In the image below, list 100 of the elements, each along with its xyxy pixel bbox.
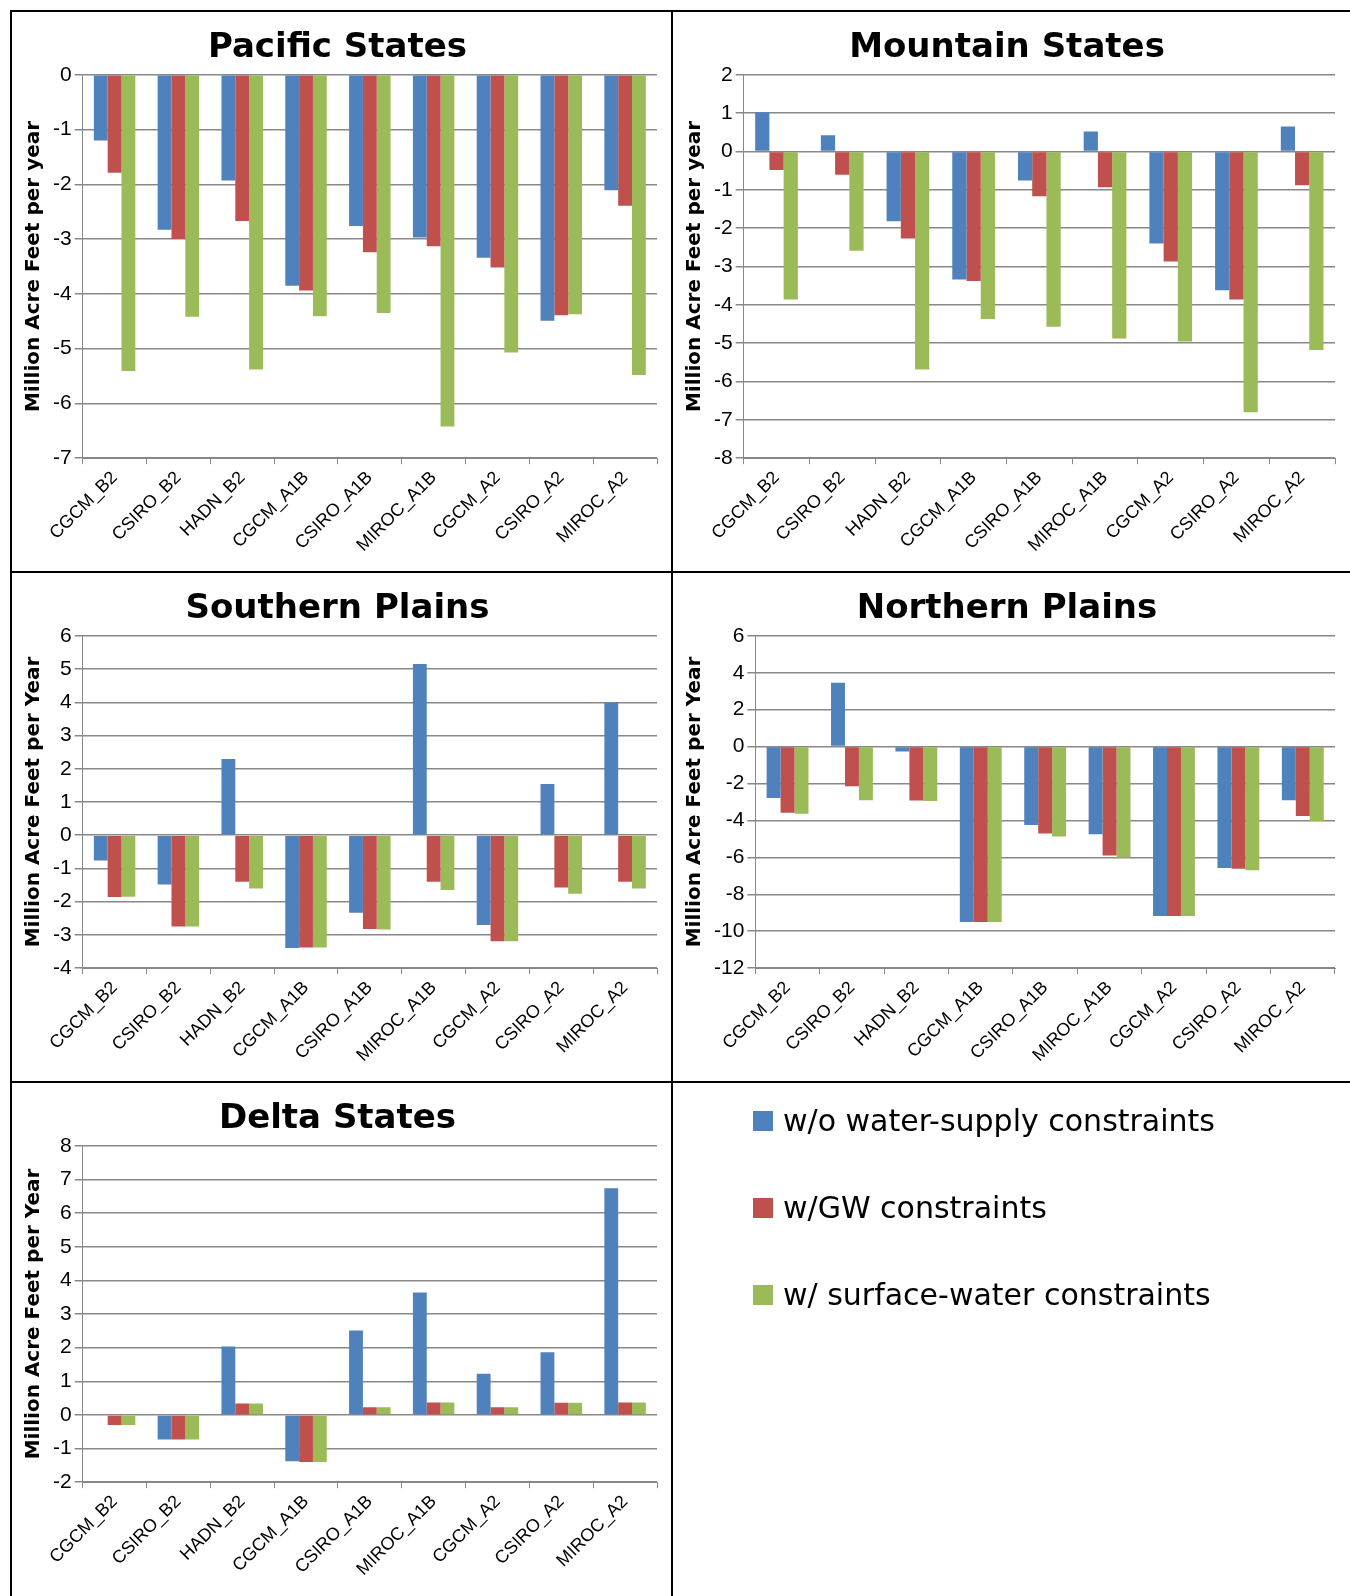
- legend-label: w/GW constraints: [783, 1190, 1047, 1225]
- chart-title: Pacific States: [207, 25, 468, 66]
- y-tick-label: -2: [52, 171, 72, 195]
- y-tick-label: -5: [52, 335, 72, 359]
- legend-label: w/ surface-water constraints: [783, 1277, 1211, 1312]
- y-tick-label: -3: [52, 225, 72, 249]
- bar: [285, 835, 300, 948]
- bar: [221, 759, 236, 835]
- bar: [426, 835, 441, 882]
- y-tick-label: -4: [52, 954, 72, 978]
- y-tick-label: 0: [59, 61, 72, 85]
- y-axis-title: Million Acre Feet per Year: [20, 656, 45, 948]
- y-tick-label: -4: [713, 291, 733, 315]
- y-tick-label: -2: [52, 888, 72, 912]
- y-tick-label: 1: [720, 99, 733, 123]
- bar: [504, 1407, 519, 1415]
- bar: [980, 152, 995, 320]
- y-tick-label: 5: [59, 655, 72, 679]
- y-tick-label: 3: [59, 1300, 72, 1324]
- y-tick-label: -6: [713, 368, 733, 392]
- bar: [171, 835, 186, 927]
- y-tick-label: 2: [59, 1334, 72, 1358]
- bar: [157, 835, 172, 885]
- y-tick-label: -12: [713, 954, 745, 978]
- bar: [886, 152, 901, 222]
- bar: [235, 1403, 250, 1415]
- y-tick-label: -7: [713, 406, 733, 430]
- bar: [900, 152, 916, 239]
- bar: [568, 835, 583, 894]
- y-axis-title: Million Acre Feet per year: [20, 120, 45, 413]
- bar: [1032, 152, 1047, 197]
- bar: [540, 784, 555, 835]
- bar: [618, 1402, 633, 1415]
- bar: [554, 1402, 569, 1415]
- bar: [915, 152, 930, 370]
- bar: [93, 835, 108, 861]
- y-tick-label: -10: [713, 918, 745, 942]
- y-tick-label: 3: [59, 722, 72, 746]
- bar: [440, 1402, 455, 1415]
- bar: [540, 1352, 555, 1415]
- bar: [221, 1346, 236, 1415]
- chart-title: Mountain States: [849, 25, 1165, 66]
- y-tick-label: -1: [52, 855, 72, 879]
- bar: [107, 1415, 122, 1425]
- y-tick-label: -1: [713, 176, 733, 200]
- bar: [285, 1415, 300, 1462]
- y-tick-label: -6: [52, 390, 72, 414]
- bar: [362, 1407, 377, 1415]
- bar: [783, 152, 798, 300]
- bar: [1046, 152, 1061, 327]
- y-tick-label: 6: [59, 1199, 72, 1223]
- bar: [157, 1415, 172, 1440]
- bar: [1309, 152, 1324, 351]
- bar: [121, 835, 136, 897]
- bar: [1280, 126, 1296, 151]
- bar: [185, 835, 200, 927]
- y-tick-label: -5: [713, 329, 733, 353]
- bar: [476, 1373, 491, 1415]
- y-tick-label: -1: [52, 116, 72, 140]
- y-tick-label: -8: [713, 444, 733, 468]
- bar: [440, 835, 455, 891]
- y-axis-title: Million Acre Feet per Year: [20, 1168, 45, 1460]
- y-tick-label: 6: [59, 622, 72, 646]
- y-tick-label: 0: [732, 733, 745, 757]
- y-tick-label: -2: [52, 1468, 72, 1492]
- bar: [604, 1188, 619, 1415]
- bar: [235, 835, 250, 882]
- y-tick-label: -8: [725, 881, 745, 905]
- y-tick-label: -2: [713, 214, 733, 238]
- bar: [476, 835, 491, 925]
- y-tick-label: 2: [720, 61, 733, 85]
- bar: [952, 152, 967, 280]
- y-tick-label: -2: [725, 770, 745, 794]
- bar: [121, 1415, 136, 1425]
- y-tick-label: -3: [713, 253, 733, 277]
- bar: [618, 835, 633, 882]
- bar: [299, 1415, 313, 1462]
- y-axis-title: Million Acre Feet per year: [681, 120, 706, 413]
- y-tick-label: 5: [59, 1233, 72, 1257]
- y-tick-label: 2: [59, 755, 72, 779]
- bar: [820, 135, 836, 151]
- bar: [412, 664, 427, 835]
- bar: [1229, 152, 1244, 300]
- bar: [171, 1415, 186, 1440]
- y-tick-label: 2: [732, 696, 745, 720]
- bar: [249, 1403, 263, 1415]
- y-tick-label: -4: [52, 280, 72, 304]
- bar: [1017, 152, 1033, 181]
- y-tick-label: 6: [732, 622, 745, 646]
- bar: [835, 152, 850, 175]
- y-tick-label: 1: [59, 1368, 72, 1392]
- bar: [490, 835, 505, 942]
- bar: [1097, 152, 1113, 188]
- bar: [1177, 152, 1193, 342]
- bar: [299, 835, 313, 948]
- y-tick-label: 1: [59, 788, 72, 812]
- chart-title: Delta States: [218, 1096, 457, 1137]
- bar: [849, 152, 864, 251]
- bar: [568, 1402, 583, 1415]
- bar: [376, 1407, 391, 1415]
